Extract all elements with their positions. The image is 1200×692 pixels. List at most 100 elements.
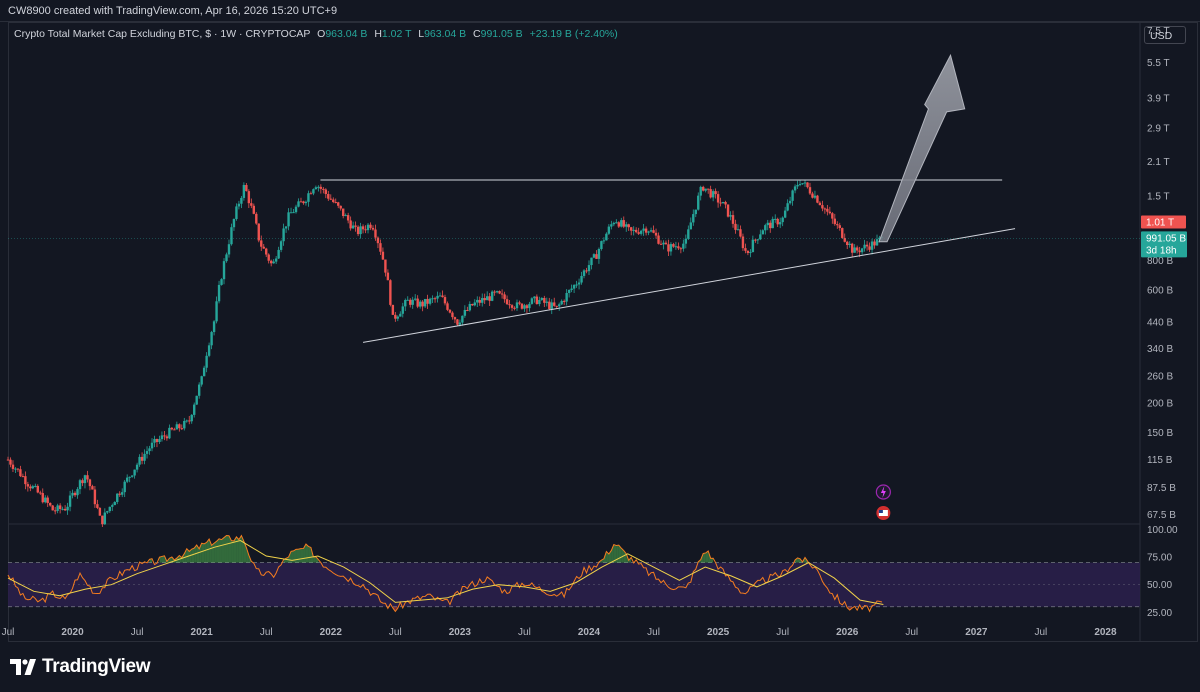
candle-body [766,222,769,226]
candle-body [709,189,712,198]
rsi-overbought-fill [298,548,301,563]
candle-body [850,243,854,253]
candle-body [461,315,464,323]
rsi-overbought-fill [236,536,239,563]
candle-body [34,485,37,487]
candle-body [250,203,253,206]
drawings-group[interactable] [8,53,1140,343]
candle-body [421,301,424,307]
candle-body [351,225,355,229]
candle-body [605,233,608,241]
candle-body [282,228,285,242]
rsi-overbought-fill [233,536,237,563]
candle-body [808,187,812,194]
candle-body [515,302,519,309]
candle-body [252,205,256,214]
candle-body [751,239,755,253]
rsi-overbought-fill [238,535,242,563]
candle-body [257,223,260,241]
current-price-tag [1141,231,1187,258]
candle-body [225,254,228,262]
candle-body [245,184,248,192]
candle-body [180,428,184,430]
candle-body [520,303,524,309]
candle-body [458,322,462,325]
candle-body [870,241,874,250]
candle-body [237,203,241,207]
candle-body [801,183,804,185]
time-axis-label: 2024 [578,627,601,638]
candle-body [739,229,742,237]
candle-body [453,317,457,320]
time-axis-label: Jul [905,627,918,638]
rsi-overbought-fill [313,556,316,563]
time-axis-label: 2022 [320,627,343,638]
price-axis-label: 800 B [1147,256,1173,267]
candle-body [759,234,762,240]
candle-body [803,182,807,184]
candle-body [227,244,231,255]
candle-body [585,270,588,272]
candle-body [178,424,181,429]
rsi-overbought-fill [231,540,234,563]
candle-body [821,205,824,209]
candle-body [426,298,429,304]
candle-body [121,492,124,495]
rsi-axis-label: 50.00 [1147,580,1172,591]
candle-body [865,244,869,247]
rsi-overbought-fill [226,535,229,563]
tradingview-logo-icon [10,659,36,675]
candle-body [486,296,489,301]
candle-body [83,475,87,484]
price-axis-label: 1.5 T [1147,191,1170,202]
candle-body [875,239,879,246]
price-axis[interactable]: 7.5 T 5.5 T 3.9 T 2.9 T 2.1 T 1.5 T 800 B 600 B… [1147,26,1176,521]
candle-body [761,230,765,235]
candle-body [314,187,318,190]
rsi-overbought-fill [305,544,309,563]
candle-body [210,332,213,346]
candle-body [138,456,141,465]
candle-body [287,212,290,227]
event-icons[interactable] [875,484,891,520]
candle-body [525,305,529,309]
candle-body [49,502,52,506]
candle-body [98,507,102,516]
candle-body [277,249,280,259]
candle-body [664,242,668,245]
candle-body [729,215,732,217]
candle-body [530,298,534,304]
rsi-axis[interactable]: 100.00 75.00 50.00 25.00 [1147,525,1178,619]
candle-body [11,464,15,469]
candle-body [185,420,188,422]
candle-body [627,224,630,228]
candle-body [667,244,670,252]
candle-body [634,229,638,233]
rsi-overbought-fill [296,549,299,563]
rsi-axis-label: 25.00 [1147,608,1172,619]
current-price-label: 991.05 B [1146,233,1186,244]
candle-body [682,243,685,249]
price-axis-label: 260 B [1147,371,1173,382]
candle-body [195,395,198,405]
candle-body [473,302,476,306]
candle-body [846,241,849,246]
candle-body [381,251,385,260]
candle-body [572,285,576,289]
time-axis-label: 2020 [61,627,84,638]
candle-body [302,201,305,204]
tradingview-logo[interactable]: TradingView [10,656,151,678]
candle-body [76,489,79,496]
time-axis[interactable]: Jul 2020 Jul 2021 Jul 2022 Jul 2023 Jul 2024 Jul 20… [2,627,1117,638]
candle-body [143,453,146,461]
candle-body [649,230,653,232]
candle-body [418,301,422,307]
candle-body [153,438,156,443]
candle-body [510,305,514,308]
currency-button[interactable]: USD [1144,26,1186,44]
candle-body [600,241,603,250]
candle-body [29,486,32,489]
symbol-legend[interactable]: Crypto Total Market Cap Excluding BTC, $… [14,28,618,40]
candle-body [481,298,484,303]
